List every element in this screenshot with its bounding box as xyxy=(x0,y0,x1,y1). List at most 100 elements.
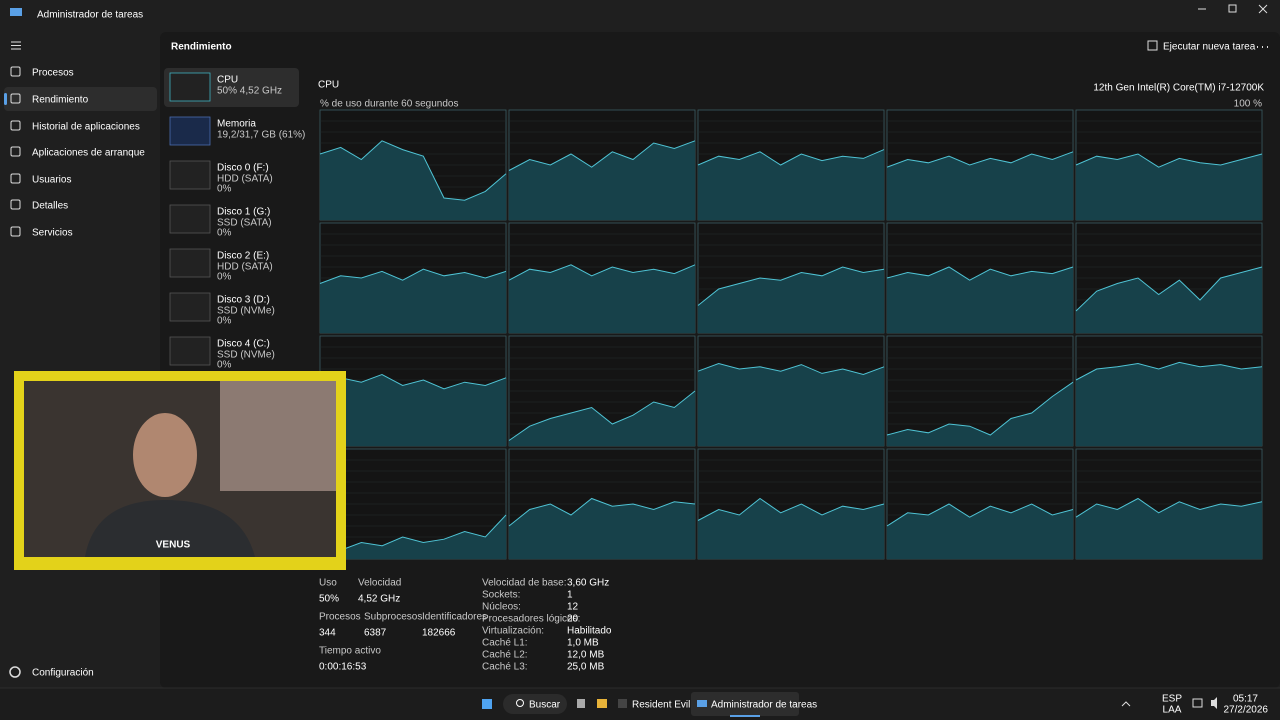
core-usage-line xyxy=(1075,153,1263,168)
nav-icon xyxy=(10,93,21,104)
core-usage-line xyxy=(886,151,1074,168)
device-thumb xyxy=(169,204,211,234)
spec-label: Sockets: xyxy=(482,590,520,601)
search-box[interactable] xyxy=(503,694,567,714)
cpu-stats: Uso 50% Velocidad 4,52 GHz Procesos 344 Subpro… xyxy=(319,578,487,673)
tray-expand[interactable] xyxy=(1121,701,1131,707)
core-usage-area xyxy=(1076,154,1262,220)
spec-value: 1 xyxy=(567,590,573,601)
core-usage-line xyxy=(319,514,507,551)
device-usage: 0% xyxy=(217,316,232,327)
language[interactable]: ESP xyxy=(1162,694,1182,705)
core-usage-area xyxy=(887,151,1073,220)
nav-selected-bar xyxy=(4,93,7,105)
device-name[interactable]: Memoria xyxy=(217,119,256,130)
start-button[interactable] xyxy=(482,699,492,709)
device-detail: HDD (SATA) xyxy=(217,174,273,185)
volume-icon[interactable] xyxy=(1211,697,1217,709)
core-usage-line xyxy=(319,268,507,284)
nav-item[interactable]: Servicios xyxy=(32,228,73,239)
stat-value: 0:00:16:53 xyxy=(319,662,367,673)
core-usage-line xyxy=(1075,266,1263,312)
device-detail: 50% 4,52 GHz xyxy=(217,86,282,97)
nav-item[interactable]: Usuarios xyxy=(32,175,71,186)
clock-time[interactable]: 05:17 xyxy=(1233,694,1258,705)
core-usage-line xyxy=(697,362,885,376)
network-icon[interactable] xyxy=(1192,698,1203,708)
device-thumb xyxy=(169,336,211,366)
webcam-wall xyxy=(220,381,336,491)
device-detail: SSD (SATA) xyxy=(217,218,272,229)
device-name[interactable]: Disco 3 (D:) xyxy=(217,295,270,306)
core-usage-area xyxy=(320,515,506,559)
spec-value: 25,0 MB xyxy=(567,662,605,673)
nav-item[interactable]: Aplicaciones de arranque xyxy=(32,148,145,159)
search-label: Buscar xyxy=(529,700,561,711)
taskbar-app[interactable]: Resident Evil 4 xyxy=(632,700,699,711)
language[interactable]: LAA xyxy=(1163,705,1182,716)
spec-label: Caché L2: xyxy=(482,650,528,661)
stat-value: 6387 xyxy=(364,628,387,639)
device-usage: 0% xyxy=(217,360,232,371)
core-usage-area xyxy=(698,149,884,220)
core-usage-line xyxy=(697,497,885,521)
core-usage-line xyxy=(508,497,696,527)
device-usage: 0% xyxy=(217,272,232,283)
device-name[interactable]: Disco 4 (C:) xyxy=(217,339,270,350)
device-name[interactable]: Disco 1 (G:) xyxy=(217,207,270,218)
core-usage-line xyxy=(886,503,1074,527)
nav-icon xyxy=(10,199,21,210)
nav-item[interactable]: Procesos xyxy=(32,68,74,79)
run-task-button[interactable]: Ejecutar nueva tarea xyxy=(1163,42,1256,53)
graph-caption: % de uso durante 60 segundos xyxy=(320,99,458,110)
stat-value: 182666 xyxy=(422,628,456,639)
core-usage-area xyxy=(320,374,506,446)
core-usage-line xyxy=(1075,497,1263,518)
core-usage-area xyxy=(887,267,1073,333)
device-name[interactable]: Disco 0 (F:) xyxy=(217,163,269,174)
task-view[interactable] xyxy=(577,699,585,708)
stat-label: Uso xyxy=(319,578,337,589)
cpu-specs: Velocidad de base: 3,60 GHz Sockets: 1 Núcle… xyxy=(482,578,612,673)
core-usage-area xyxy=(320,140,506,220)
settings-item[interactable]: Configuración xyxy=(32,668,94,679)
menu-button[interactable] xyxy=(11,41,21,50)
nav-icon xyxy=(10,146,21,157)
cpu-graphs xyxy=(319,109,1263,560)
device-detail: 19,2/31,7 GB (61%) xyxy=(217,130,305,141)
device-detail: SSD (NVMe) xyxy=(217,350,275,361)
core-usage-area xyxy=(887,382,1073,446)
spec-label: Caché L1: xyxy=(482,638,528,649)
core-usage-area xyxy=(698,267,884,333)
spec-value: 12 xyxy=(567,602,579,613)
taskbar-app[interactable]: Administrador de tareas xyxy=(711,700,817,711)
maximize-button[interactable] xyxy=(1228,4,1237,13)
device-name[interactable]: Disco 2 (E:) xyxy=(217,251,269,262)
nav-icon xyxy=(10,120,21,131)
device-name[interactable]: CPU xyxy=(217,75,238,86)
core-usage-line xyxy=(886,381,1074,436)
core-usage-line xyxy=(886,266,1074,281)
device-thumb xyxy=(169,160,211,190)
spec-label: Velocidad de base: xyxy=(482,578,567,589)
nav-item[interactable]: Rendimiento xyxy=(32,95,89,106)
app-icon xyxy=(10,8,22,16)
core-usage-area xyxy=(887,504,1073,559)
nav-icon xyxy=(10,66,21,77)
close-button[interactable] xyxy=(1258,4,1268,14)
stat-value: 344 xyxy=(319,628,336,639)
device-thumb xyxy=(169,116,211,146)
core-usage-area xyxy=(509,391,695,446)
clock-date[interactable]: 27/2/2026 xyxy=(1224,705,1269,716)
device-usage: 0% xyxy=(217,184,232,195)
spec-value: 12,0 MB xyxy=(567,650,605,661)
explorer-icon[interactable] xyxy=(597,699,607,708)
core-usage-line xyxy=(1075,361,1263,381)
nav-item[interactable]: Historial de aplicaciones xyxy=(32,122,140,133)
nav-icon xyxy=(10,173,21,184)
nav-item[interactable]: Detalles xyxy=(32,201,68,212)
device-detail: HDD (SATA) xyxy=(217,262,273,273)
